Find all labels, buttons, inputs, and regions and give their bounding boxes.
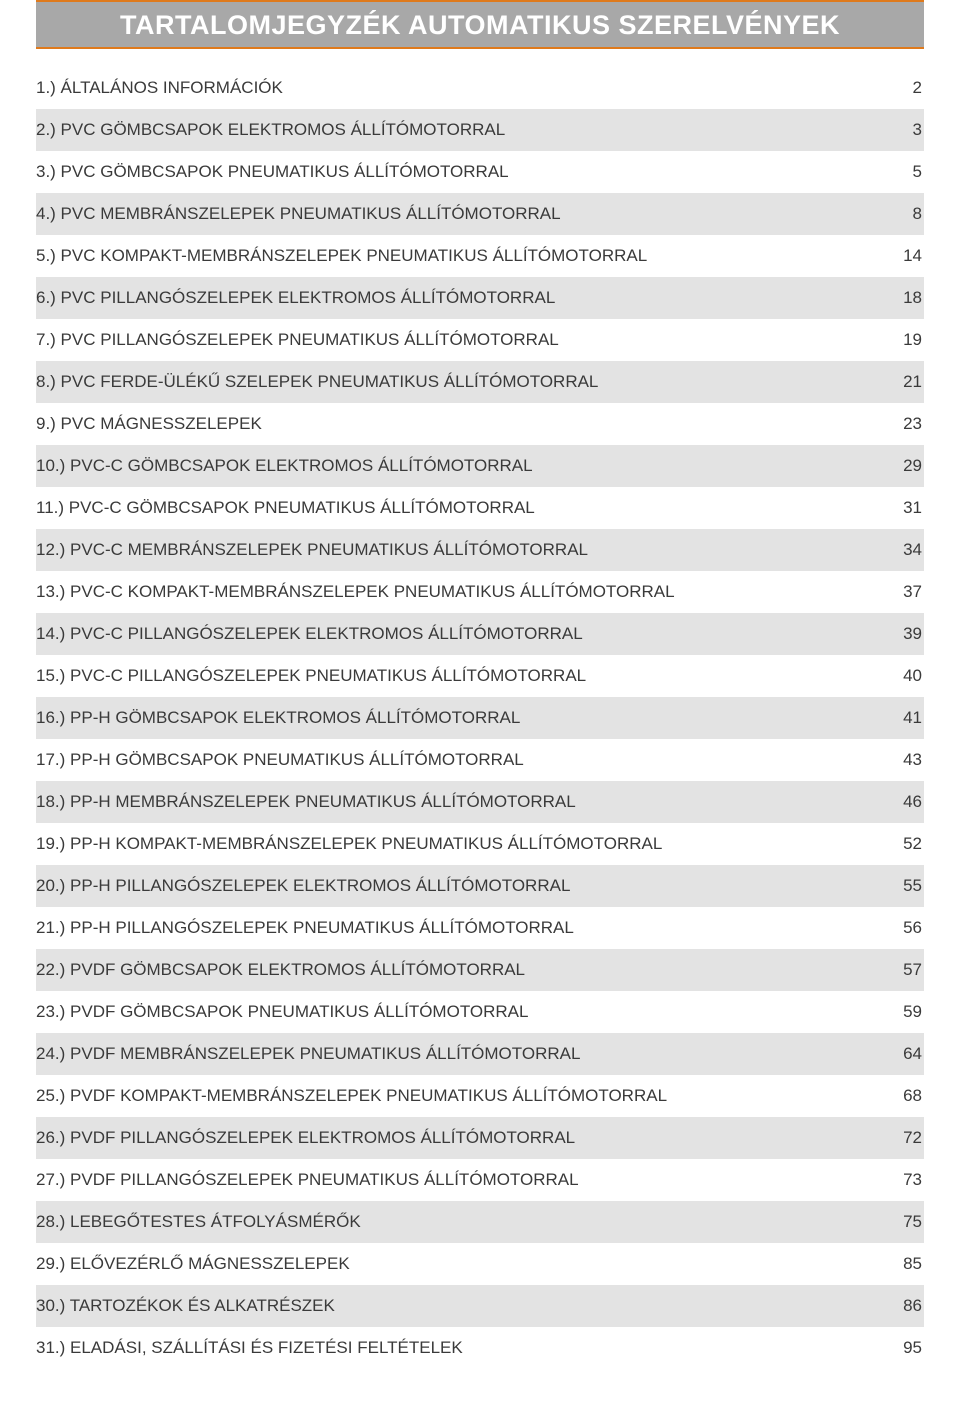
toc-item-label: 16.) PP-H GÖMBCSAPOK ELEKTROMOS ÁLLÍTÓMO… [36,708,882,728]
toc-row[interactable]: 6.) PVC PILLANGÓSZELEPEK ELEKTROMOS ÁLLÍ… [36,277,924,319]
toc-item-label: 3.) PVC GÖMBCSAPOK PNEUMATIKUS ÁLLÍTÓMOT… [36,162,882,182]
toc-row[interactable]: 26.) PVDF PILLANGÓSZELEPEK ELEKTROMOS ÁL… [36,1117,924,1159]
toc-item-label: 6.) PVC PILLANGÓSZELEPEK ELEKTROMOS ÁLLÍ… [36,288,882,308]
toc-row[interactable]: 21.) PP-H PILLANGÓSZELEPEK PNEUMATIKUS Á… [36,907,924,949]
toc-item-label: 1.) ÁLTALÁNOS INFORMÁCIÓK [36,78,882,98]
toc-item-label: 18.) PP-H MEMBRÁNSZELEPEK PNEUMATIKUS ÁL… [36,792,882,812]
toc-item-page: 86 [882,1296,922,1316]
toc-item-label: 13.) PVC-C KOMPAKT-MEMBRÁNSZELEPEK PNEUM… [36,582,882,602]
toc-row[interactable]: 2.) PVC GÖMBCSAPOK ELEKTROMOS ÁLLÍTÓMOTO… [36,109,924,151]
toc-item-label: 15.) PVC-C PILLANGÓSZELEPEK PNEUMATIKUS … [36,666,882,686]
toc-row[interactable]: 12.) PVC-C MEMBRÁNSZELEPEK PNEUMATIKUS Á… [36,529,924,571]
toc-item-page: 3 [882,120,922,140]
toc-item-page: 46 [882,792,922,812]
toc-item-label: 7.) PVC PILLANGÓSZELEPEK PNEUMATIKUS ÁLL… [36,330,882,350]
toc-item-page: 31 [882,498,922,518]
toc-row[interactable]: 16.) PP-H GÖMBCSAPOK ELEKTROMOS ÁLLÍTÓMO… [36,697,924,739]
toc-row[interactable]: 22.) PVDF GÖMBCSAPOK ELEKTROMOS ÁLLÍTÓMO… [36,949,924,991]
toc-item-page: 8 [882,204,922,224]
toc-row[interactable]: 1.) ÁLTALÁNOS INFORMÁCIÓK2 [36,67,924,109]
toc-item-page: 41 [882,708,922,728]
toc-page: TARTALOMJEGYZÉK AUTOMATIKUS SZERELVÉNYEK… [0,0,960,1409]
toc-item-page: 39 [882,624,922,644]
toc-item-label: 20.) PP-H PILLANGÓSZELEPEK ELEKTROMOS ÁL… [36,876,882,896]
toc-row[interactable]: 3.) PVC GÖMBCSAPOK PNEUMATIKUS ÁLLÍTÓMOT… [36,151,924,193]
page-title: TARTALOMJEGYZÉK AUTOMATIKUS SZERELVÉNYEK [36,0,924,49]
toc-row[interactable]: 31.) ELADÁSI, SZÁLLÍTÁSI ÉS FIZETÉSI FEL… [36,1327,924,1369]
toc-item-page: 68 [882,1086,922,1106]
toc-item-page: 95 [882,1338,922,1358]
toc-item-label: 28.) LEBEGŐTESTES ÁTFOLYÁSMÉRŐK [36,1212,882,1232]
toc-row[interactable]: 4.) PVC MEMBRÁNSZELEPEK PNEUMATIKUS ÁLLÍ… [36,193,924,235]
toc-item-page: 75 [882,1212,922,1232]
toc-item-page: 14 [882,246,922,266]
toc-row[interactable]: 28.) LEBEGŐTESTES ÁTFOLYÁSMÉRŐK75 [36,1201,924,1243]
toc-item-label: 10.) PVC-C GÖMBCSAPOK ELEKTROMOS ÁLLÍTÓM… [36,456,882,476]
toc-row[interactable]: 27.) PVDF PILLANGÓSZELEPEK PNEUMATIKUS Á… [36,1159,924,1201]
toc-item-page: 43 [882,750,922,770]
toc-item-page: 73 [882,1170,922,1190]
toc-item-page: 21 [882,372,922,392]
toc-item-page: 19 [882,330,922,350]
toc-item-page: 23 [882,414,922,434]
toc-item-page: 85 [882,1254,922,1274]
toc-item-page: 72 [882,1128,922,1148]
toc-row[interactable]: 11.) PVC-C GÖMBCSAPOK PNEUMATIKUS ÁLLÍTÓ… [36,487,924,529]
toc-item-label: 11.) PVC-C GÖMBCSAPOK PNEUMATIKUS ÁLLÍTÓ… [36,498,882,518]
toc-row[interactable]: 10.) PVC-C GÖMBCSAPOK ELEKTROMOS ÁLLÍTÓM… [36,445,924,487]
toc-row[interactable]: 14.) PVC-C PILLANGÓSZELEPEK ELEKTROMOS Á… [36,613,924,655]
toc-item-label: 9.) PVC MÁGNESSZELEPEK [36,414,882,434]
toc-item-label: 8.) PVC FERDE-ÜLÉKŰ SZELEPEK PNEUMATIKUS… [36,372,882,392]
toc-item-label: 22.) PVDF GÖMBCSAPOK ELEKTROMOS ÁLLÍTÓMO… [36,960,882,980]
toc-row[interactable]: 17.) PP-H GÖMBCSAPOK PNEUMATIKUS ÁLLÍTÓM… [36,739,924,781]
toc-item-page: 57 [882,960,922,980]
toc-item-label: 5.) PVC KOMPAKT-MEMBRÁNSZELEPEK PNEUMATI… [36,246,882,266]
toc-row[interactable]: 13.) PVC-C KOMPAKT-MEMBRÁNSZELEPEK PNEUM… [36,571,924,613]
toc-item-label: 25.) PVDF KOMPAKT-MEMBRÁNSZELEPEK PNEUMA… [36,1086,882,1106]
toc-row[interactable]: 24.) PVDF MEMBRÁNSZELEPEK PNEUMATIKUS ÁL… [36,1033,924,1075]
toc-item-label: 12.) PVC-C MEMBRÁNSZELEPEK PNEUMATIKUS Á… [36,540,882,560]
toc-item-label: 29.) ELŐVEZÉRLŐ MÁGNESSZELEPEK [36,1254,882,1274]
toc-row[interactable]: 7.) PVC PILLANGÓSZELEPEK PNEUMATIKUS ÁLL… [36,319,924,361]
toc-item-label: 19.) PP-H KOMPAKT-MEMBRÁNSZELEPEK PNEUMA… [36,834,882,854]
toc-item-label: 14.) PVC-C PILLANGÓSZELEPEK ELEKTROMOS Á… [36,624,882,644]
toc-item-label: 26.) PVDF PILLANGÓSZELEPEK ELEKTROMOS ÁL… [36,1128,882,1148]
toc-item-label: 23.) PVDF GÖMBCSAPOK PNEUMATIKUS ÁLLÍTÓM… [36,1002,882,1022]
toc-item-label: 4.) PVC MEMBRÁNSZELEPEK PNEUMATIKUS ÁLLÍ… [36,204,882,224]
toc-item-page: 56 [882,918,922,938]
toc-item-page: 5 [882,162,922,182]
toc-item-label: 24.) PVDF MEMBRÁNSZELEPEK PNEUMATIKUS ÁL… [36,1044,882,1064]
toc-item-page: 34 [882,540,922,560]
toc-row[interactable]: 29.) ELŐVEZÉRLŐ MÁGNESSZELEPEK85 [36,1243,924,1285]
toc-item-page: 37 [882,582,922,602]
toc-item-page: 29 [882,456,922,476]
toc-item-page: 64 [882,1044,922,1064]
toc-item-page: 59 [882,1002,922,1022]
toc-row[interactable]: 30.) TARTOZÉKOK ÉS ALKATRÉSZEK86 [36,1285,924,1327]
toc-item-label: 27.) PVDF PILLANGÓSZELEPEK PNEUMATIKUS Á… [36,1170,882,1190]
toc-row[interactable]: 8.) PVC FERDE-ÜLÉKŰ SZELEPEK PNEUMATIKUS… [36,361,924,403]
toc-row[interactable]: 9.) PVC MÁGNESSZELEPEK23 [36,403,924,445]
toc-item-page: 55 [882,876,922,896]
toc-row[interactable]: 23.) PVDF GÖMBCSAPOK PNEUMATIKUS ÁLLÍTÓM… [36,991,924,1033]
toc-item-label: 31.) ELADÁSI, SZÁLLÍTÁSI ÉS FIZETÉSI FEL… [36,1338,882,1358]
toc-row[interactable]: 5.) PVC KOMPAKT-MEMBRÁNSZELEPEK PNEUMATI… [36,235,924,277]
toc-item-label: 21.) PP-H PILLANGÓSZELEPEK PNEUMATIKUS Á… [36,918,882,938]
toc-item-label: 30.) TARTOZÉKOK ÉS ALKATRÉSZEK [36,1296,882,1316]
toc-row[interactable]: 25.) PVDF KOMPAKT-MEMBRÁNSZELEPEK PNEUMA… [36,1075,924,1117]
toc-item-page: 52 [882,834,922,854]
toc-item-page: 40 [882,666,922,686]
toc-list: 1.) ÁLTALÁNOS INFORMÁCIÓK2 2.) PVC GÖMBCS… [36,67,924,1369]
toc-row[interactable]: 19.) PP-H KOMPAKT-MEMBRÁNSZELEPEK PNEUMA… [36,823,924,865]
toc-row[interactable]: 15.) PVC-C PILLANGÓSZELEPEK PNEUMATIKUS … [36,655,924,697]
toc-item-label: 2.) PVC GÖMBCSAPOK ELEKTROMOS ÁLLÍTÓMOTO… [36,120,882,140]
toc-row[interactable]: 18.) PP-H MEMBRÁNSZELEPEK PNEUMATIKUS ÁL… [36,781,924,823]
toc-item-page: 18 [882,288,922,308]
toc-item-label: 17.) PP-H GÖMBCSAPOK PNEUMATIKUS ÁLLÍTÓM… [36,750,882,770]
toc-row[interactable]: 20.) PP-H PILLANGÓSZELEPEK ELEKTROMOS ÁL… [36,865,924,907]
toc-item-page: 2 [882,78,922,98]
